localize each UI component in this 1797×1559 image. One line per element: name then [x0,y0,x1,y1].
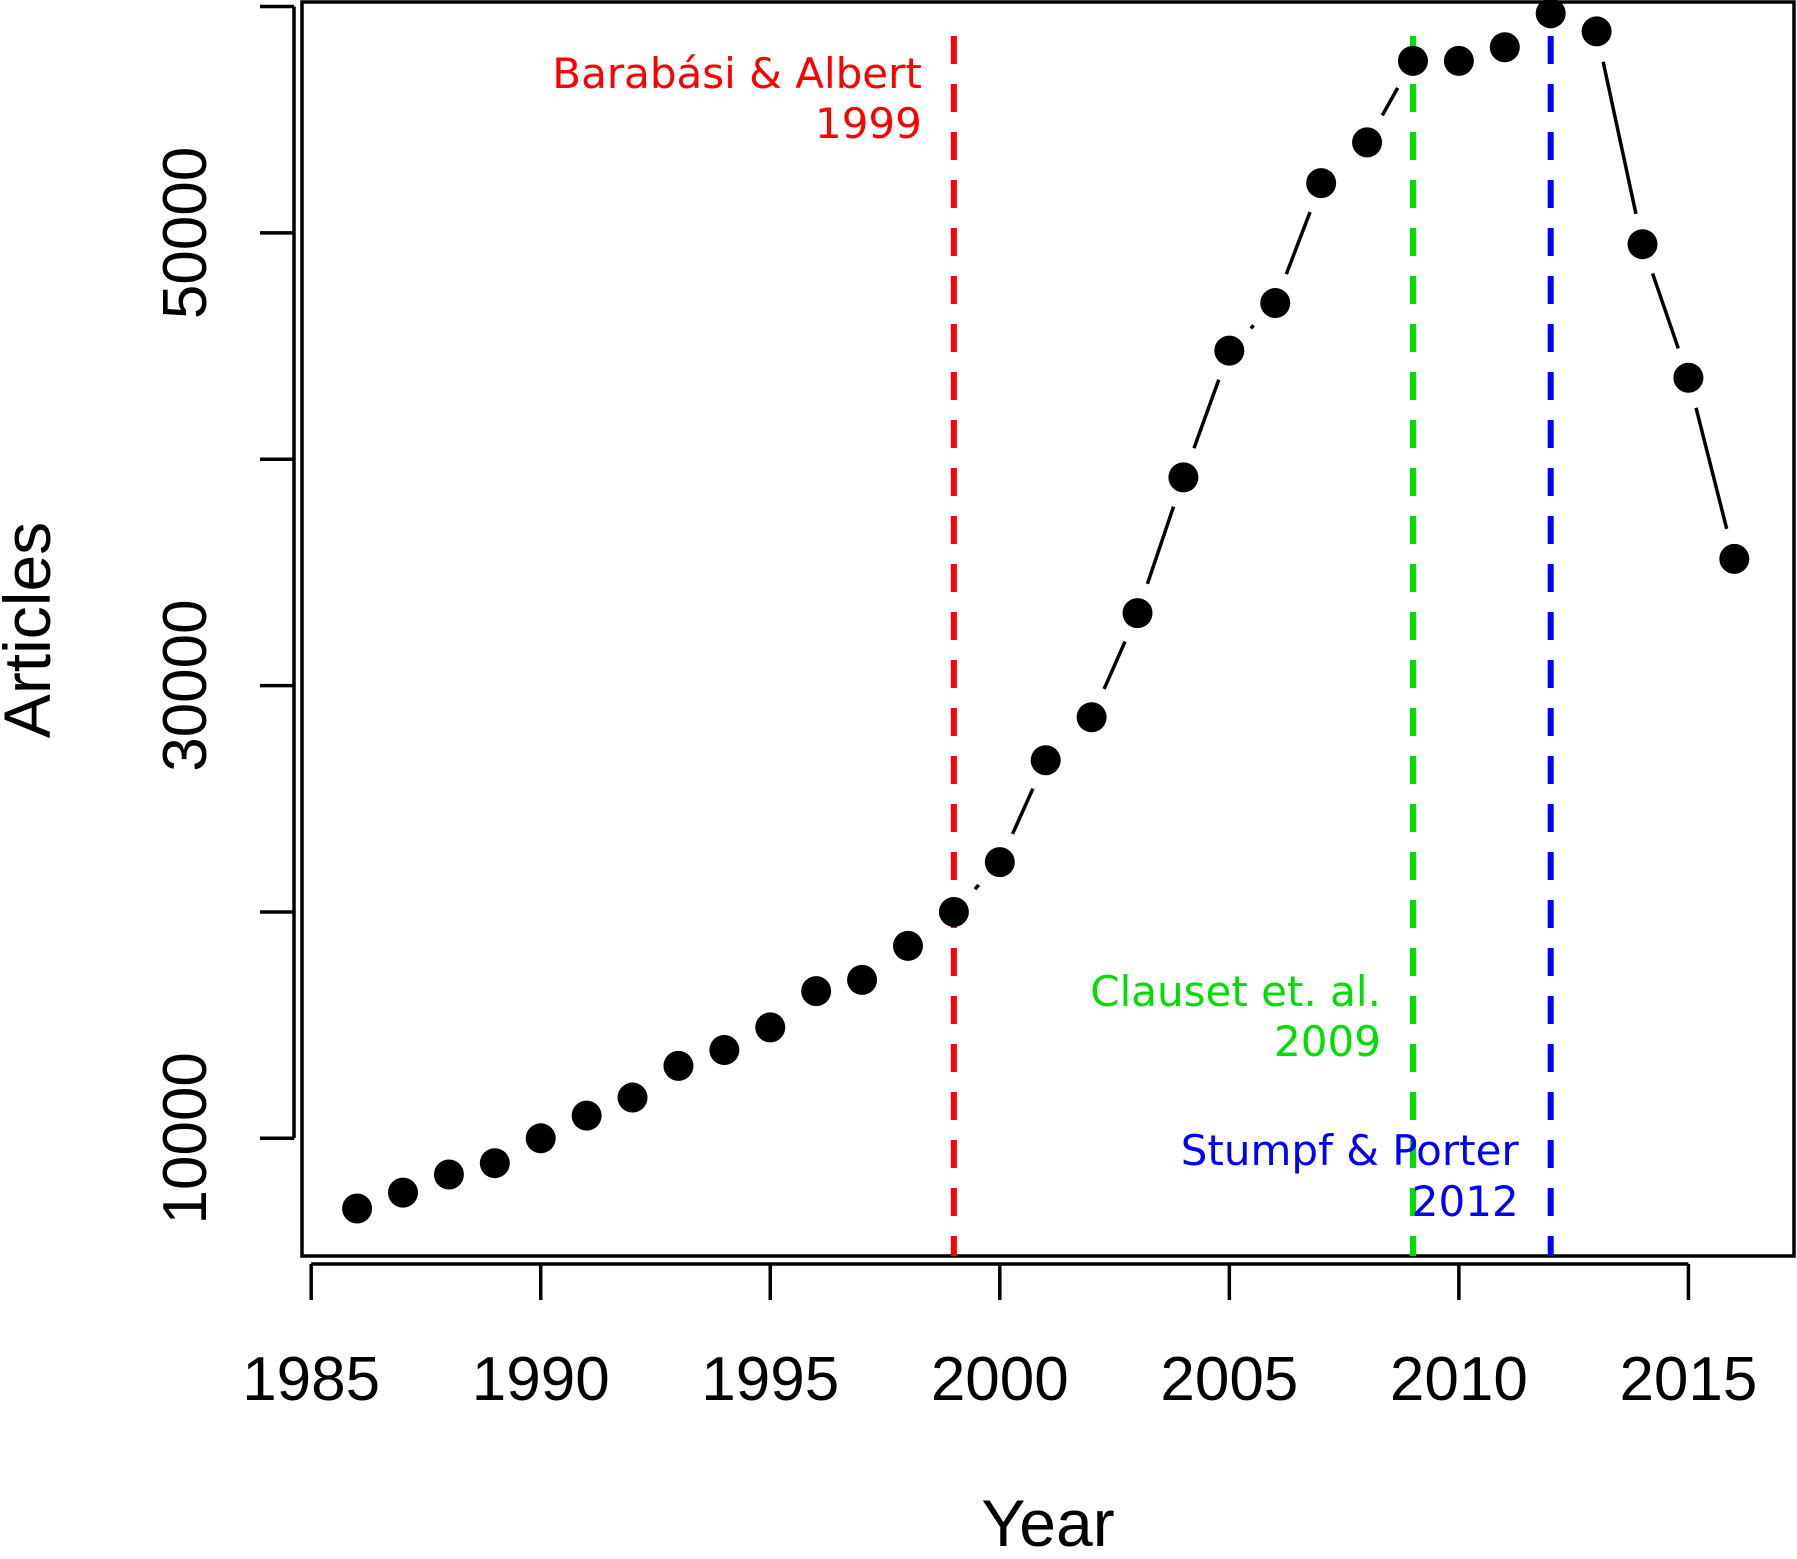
data-point-1988 [433,1159,464,1190]
x-tick-label: 1990 [472,1345,610,1414]
x-tick-label: 2000 [931,1345,1069,1414]
series-segment [1010,787,1035,835]
data-point-2008 [1352,127,1383,158]
data-point-2002 [1076,702,1107,733]
annotation-1999-line-2: 1999 [815,99,922,148]
y-tick-label: 30000 [151,599,220,771]
annotation-1999-line-1: Barabási & Albert [552,49,922,98]
data-points [342,0,1750,1224]
data-point-2004 [1168,462,1199,493]
data-point-1995 [755,1012,786,1043]
series-segment [973,883,981,891]
data-point-2016 [1719,543,1750,574]
series-segment [1650,272,1680,349]
series-segment [1249,324,1255,330]
reference-lines [950,36,1554,1256]
data-point-2006 [1260,288,1291,319]
data-point-1986 [342,1193,373,1224]
data-point-1990 [525,1123,556,1154]
data-point-2007 [1306,168,1337,199]
data-point-1987 [387,1177,418,1208]
series-segment [1102,640,1127,690]
x-tick-label: 2005 [1160,1345,1298,1414]
annotation-2012-line-1: Stumpf & Porter [1181,1126,1520,1175]
data-point-1999 [938,896,969,927]
data-point-1996 [801,976,832,1007]
x-tick-label: 2010 [1390,1345,1528,1414]
data-point-2015 [1673,362,1704,393]
data-point-1989 [479,1148,510,1179]
data-point-2000 [984,847,1015,878]
data-point-2011 [1489,32,1520,63]
data-point-1992 [617,1082,648,1113]
series-segment [1192,379,1221,449]
data-point-1997 [847,964,878,995]
x-tick-label: 1995 [701,1345,839,1414]
annotation-2012-line-2: 2012 [1412,1177,1519,1226]
y-tick-label: 10000 [151,1052,220,1224]
data-point-2012 [1535,0,1566,29]
x-axis-title: Year [981,1486,1114,1559]
data-point-2001 [1030,745,1061,776]
data-point-2010 [1443,45,1474,76]
data-point-1993 [663,1050,694,1081]
x-axis: 1985 1990 1995 2000 2005 2010 2015 [242,1262,1757,1414]
series-segment [1694,407,1729,530]
series-segment [1145,506,1176,585]
data-point-1998 [892,930,923,961]
y-axis-title: Articles [0,522,64,738]
data-point-2014 [1627,229,1658,260]
y-axis: 10000 30000 50000 [151,4,296,1225]
x-tick-label: 2015 [1619,1345,1757,1414]
series-segment [1380,87,1400,117]
data-point-2009 [1397,45,1428,76]
series-segment [1284,211,1312,275]
series-segment [1601,61,1638,215]
data-point-1991 [571,1100,602,1131]
series-line [973,61,1729,891]
annotation-2009-line-1: Clauset et. al. [1090,967,1381,1016]
data-point-1994 [709,1035,740,1066]
y-tick-label: 50000 [151,147,220,319]
data-point-2003 [1122,598,1153,629]
data-point-2013 [1581,16,1612,47]
annotation-2009-line-2: 2009 [1274,1017,1381,1066]
plot-frame [300,0,1796,1258]
x-tick-label: 1985 [242,1345,380,1414]
data-point-2005 [1214,335,1245,366]
